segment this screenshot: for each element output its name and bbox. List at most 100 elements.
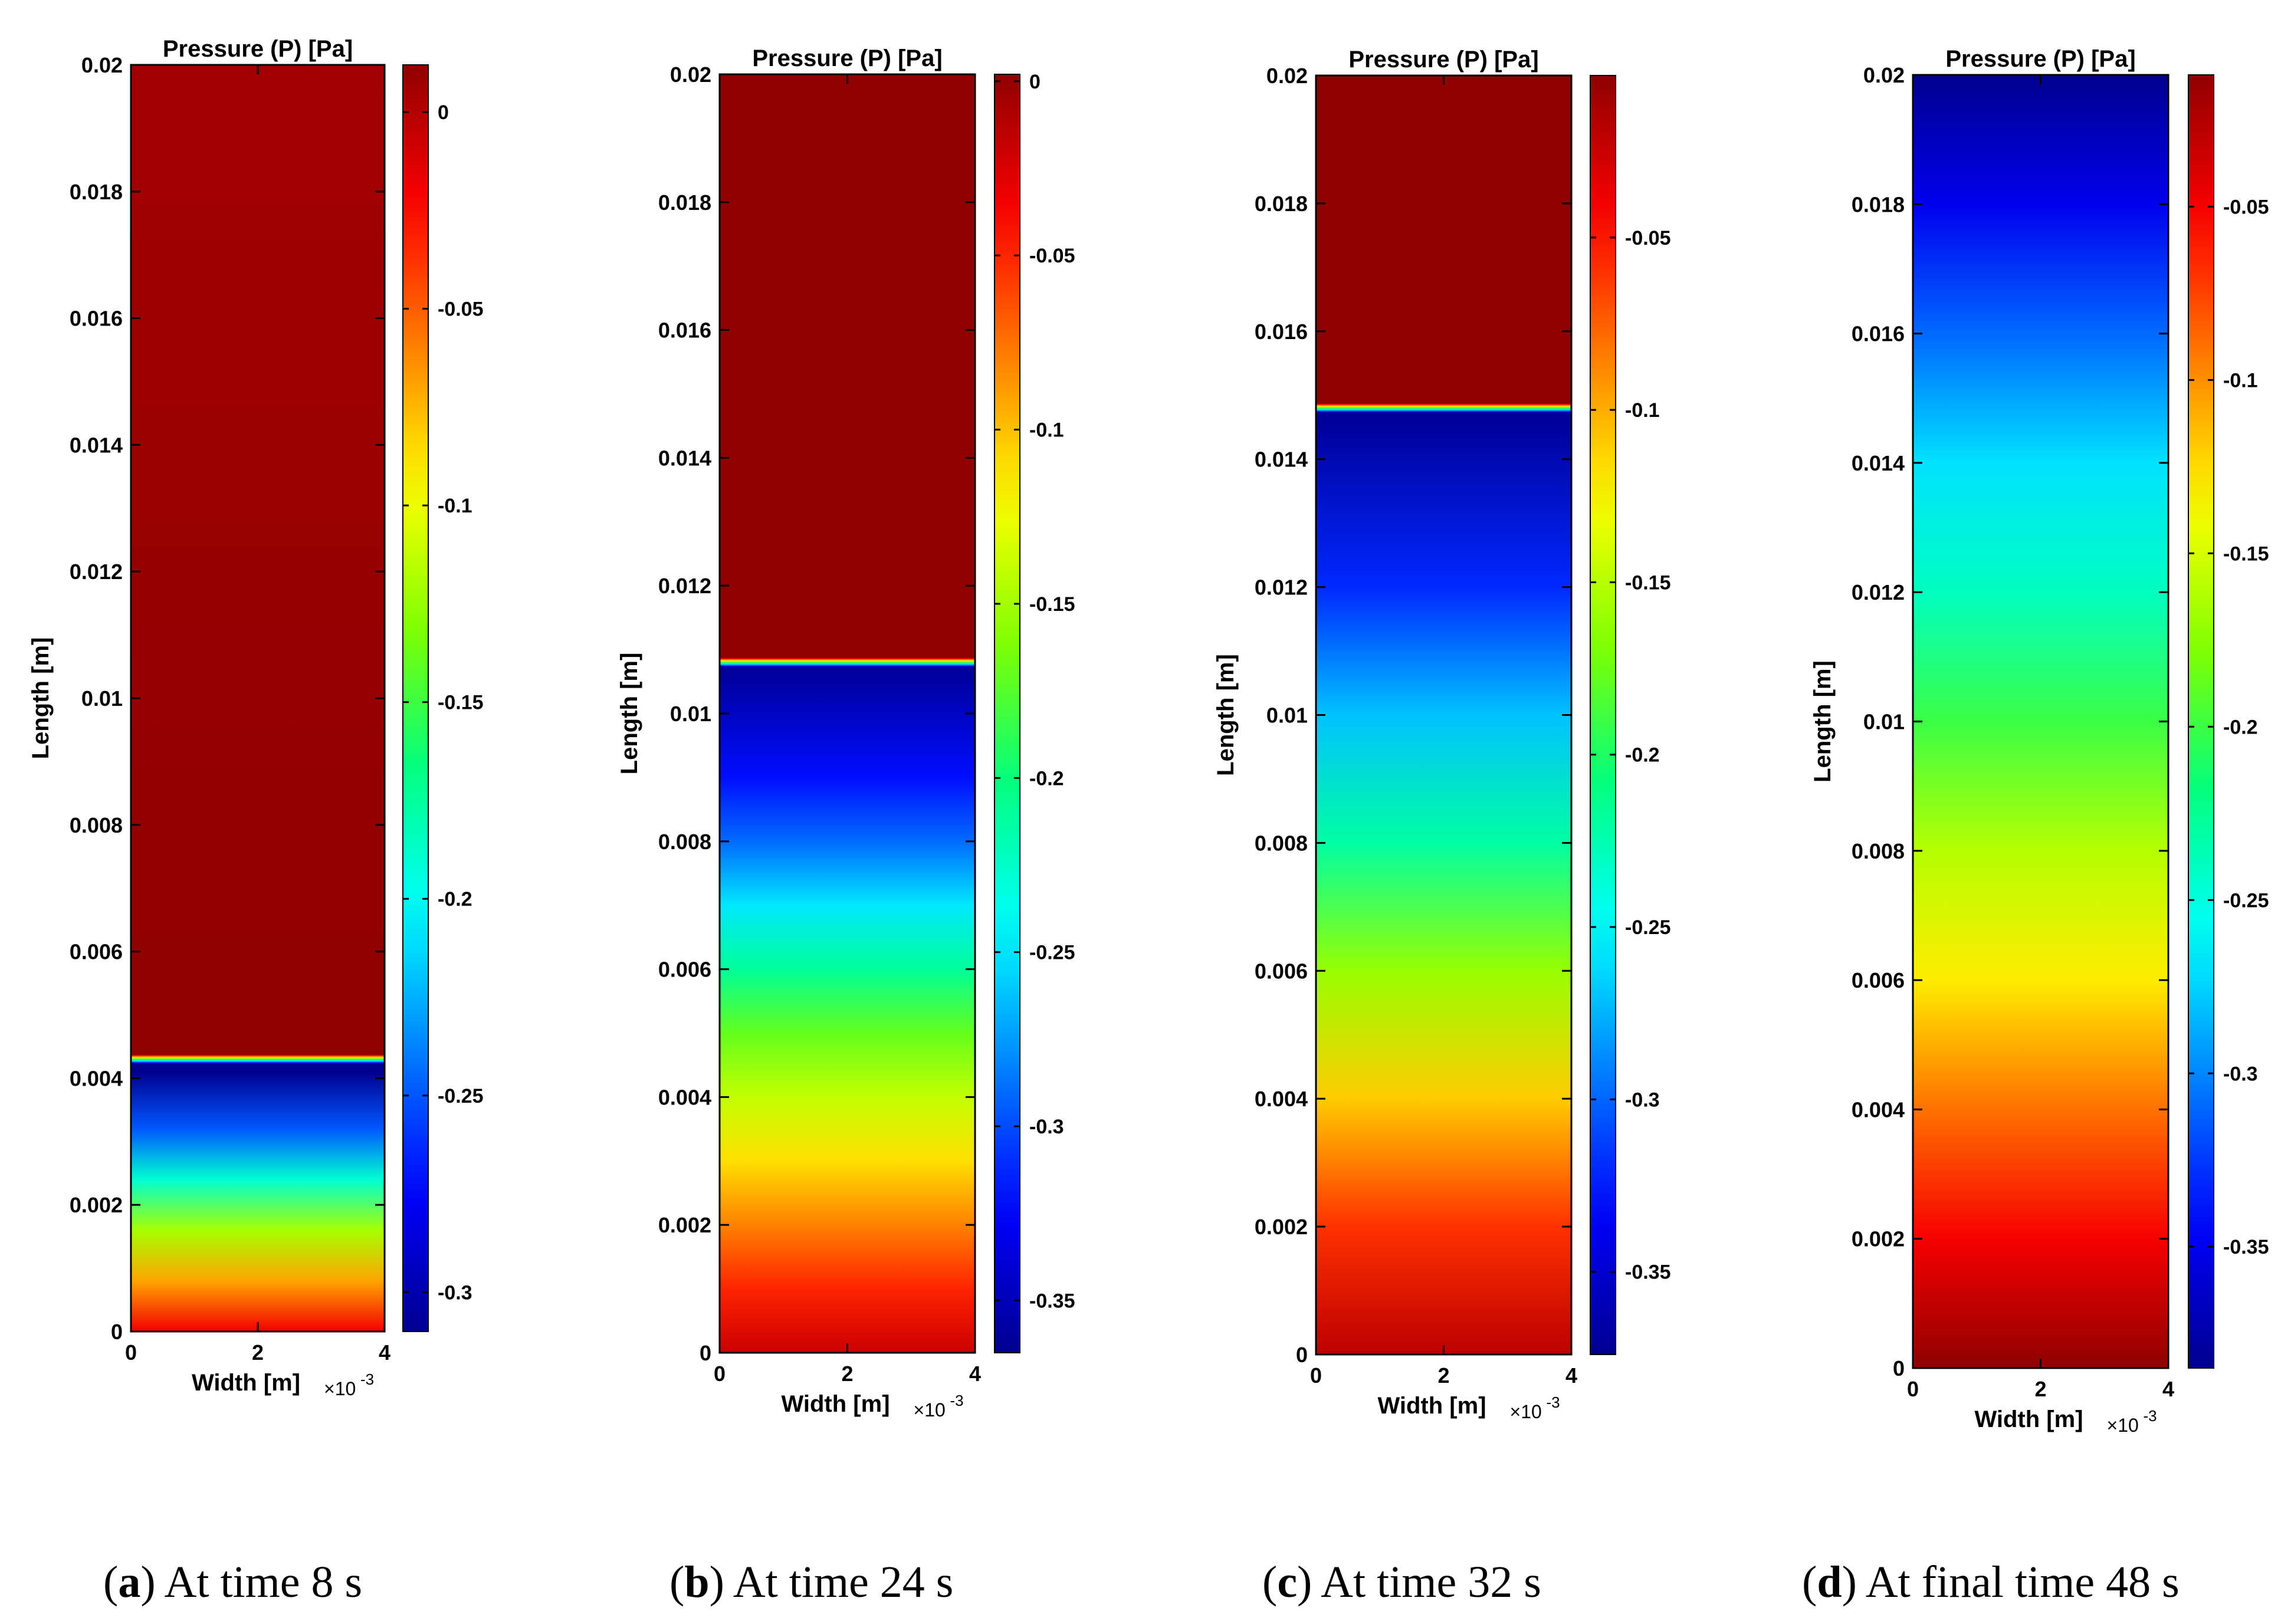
panel-b-xlabel: Width [m] xyxy=(781,1391,890,1417)
panel-b-xtick-label-0: 0 xyxy=(714,1362,726,1386)
panel-a-ytick-label-9: 0.018 xyxy=(70,180,123,204)
panel-b-cbar-label-6: -0.3 xyxy=(1029,1116,1064,1138)
panel-c-front-interface xyxy=(1316,403,1571,413)
panel-d-ytick-label-5: 0.01 xyxy=(1863,710,1905,734)
panel-d-ytick-label-7: 0.014 xyxy=(1852,451,1905,475)
panel-b-cbar-label-1: -0.05 xyxy=(1029,245,1075,267)
panel-b-front-interface xyxy=(720,658,975,668)
panel-d-cbar-label-3: -0.2 xyxy=(2223,716,2258,738)
panel-d: 0 0.002 0.004 0.006 0.008 0.01 0.012 0.014 0.016… xyxy=(1810,46,2269,1436)
panel-c-colorbar xyxy=(1590,75,1616,1355)
panel-d-ytick-label-0: 0 xyxy=(1893,1356,1905,1380)
panel-c-cbar-label-5: -0.3 xyxy=(1625,1089,1660,1111)
panel-b-colorbar xyxy=(994,74,1020,1353)
panel-a-cbar-label-1: -0.05 xyxy=(438,298,484,321)
panel-c-ytick-label-0: 0 xyxy=(1296,1343,1308,1367)
panel-b-ytick-label-10: 0.02 xyxy=(670,63,711,87)
panel-a-cbar-label-3: -0.15 xyxy=(438,692,484,714)
panel-a-ytick-label-0: 0 xyxy=(111,1320,123,1344)
panel-d-ytick-label-10: 0.02 xyxy=(1863,63,1905,87)
panel-c-ylabel: Length [m] xyxy=(1213,654,1239,776)
panel-b-cbar-label-0: 0 xyxy=(1029,71,1041,93)
panel-b-ytick-label-0: 0 xyxy=(700,1341,711,1365)
panel-c-xtick-label-0: 0 xyxy=(1310,1363,1322,1388)
panel-a: 0 0.002 0.004 0.006 0.008 0.01 0.012 0.014 0.016… xyxy=(28,36,484,1399)
panel-b-ytick-label-7: 0.014 xyxy=(658,446,711,470)
panel-c-x-exponent-power: -3 xyxy=(1547,1393,1560,1411)
panel-d-xtick-label-1: 2 xyxy=(2034,1377,2046,1401)
panel-c-ytick-label-6: 0.012 xyxy=(1255,576,1308,600)
panel-d-ytick-label-1: 0.002 xyxy=(1852,1227,1905,1251)
panel-d-ytick-label-9: 0.018 xyxy=(1852,192,1905,216)
panel-a-x-exponent-power: -3 xyxy=(360,1370,374,1388)
panel-b-cbar-label-3: -0.15 xyxy=(1029,593,1075,616)
panel-c-title: Pressure (P) [Pa] xyxy=(1348,47,1538,73)
panel-c-x-exponent: ×10 xyxy=(1510,1401,1542,1422)
panel-a-ytick-label-4: 0.008 xyxy=(70,813,123,837)
panel-a-front-interface xyxy=(131,1054,385,1064)
panel-d-cbar-label-4: -0.25 xyxy=(2223,889,2269,912)
panel-c-xtick-label-1: 2 xyxy=(1437,1363,1449,1388)
panel-b-pressure-field xyxy=(720,74,975,1353)
panel-c-cbar-label-0: -0.05 xyxy=(1625,227,1671,249)
panel-c-xlabel: Width [m] xyxy=(1377,1393,1486,1419)
panel-b-title: Pressure (P) [Pa] xyxy=(752,45,942,71)
panel-b-ytick-label-9: 0.018 xyxy=(658,190,711,215)
panel-b-xtick-label-1: 2 xyxy=(841,1362,853,1386)
panel-d-ytick-label-8: 0.016 xyxy=(1852,322,1905,346)
panel-b-ytick-label-1: 0.002 xyxy=(658,1213,711,1237)
panel-a-colorbar-frame xyxy=(402,64,429,1332)
panel-a-cbar-label-6: -0.3 xyxy=(438,1281,472,1304)
caption-c-letter: c xyxy=(1277,1557,1298,1607)
panel-d-cbar-label-6: -0.35 xyxy=(2223,1236,2269,1258)
panel-c-cbar-label-1: -0.1 xyxy=(1625,399,1660,422)
panel-a-xtick-label-1: 2 xyxy=(252,1340,264,1365)
panel-b-cbar-label-7: -0.35 xyxy=(1029,1290,1075,1312)
panel-a-ylabel: Length [m] xyxy=(28,637,54,760)
panel-b-x-exponent-power: -3 xyxy=(950,1392,964,1409)
panel-d-cbar-label-5: -0.3 xyxy=(2223,1063,2258,1085)
panel-b-ytick-label-5: 0.01 xyxy=(670,702,711,726)
panel-b-ytick-label-4: 0.008 xyxy=(658,830,711,854)
panel-c: 0 0.002 0.004 0.006 0.008 0.01 0.012 0.014 0.016… xyxy=(1213,47,1671,1422)
panel-b-cbar-label-2: -0.1 xyxy=(1029,419,1064,442)
panel-d-x-exponent-power: -3 xyxy=(2144,1407,2157,1425)
caption-c-text: At time 32 s xyxy=(1321,1557,1541,1607)
panel-d-pressure-field xyxy=(1913,75,2168,1368)
panel-a-xtick-label-2: 4 xyxy=(379,1340,390,1365)
panel-d-ytick-label-3: 0.006 xyxy=(1852,968,1905,992)
panel-a-pressure-field xyxy=(131,65,385,1332)
panel-b-ytick-label-3: 0.006 xyxy=(658,958,711,982)
caption-b-letter: b xyxy=(684,1557,710,1607)
panel-a-x-exponent: ×10 xyxy=(324,1378,356,1399)
panel-c-colorbar-frame xyxy=(1590,75,1616,1355)
panel-b-ytick-label-6: 0.012 xyxy=(658,574,711,598)
panel-d-title: Pressure (P) [Pa] xyxy=(1945,46,2135,72)
caption-a: (a) At time 8 s xyxy=(103,1557,363,1607)
panel-b-xtick-label-2: 4 xyxy=(969,1362,981,1386)
panel-d-ylabel: Length [m] xyxy=(1810,660,1836,783)
panel-c-ytick-label-5: 0.01 xyxy=(1266,703,1308,728)
panel-b: 0 0.002 0.004 0.006 0.008 0.01 0.012 0.014 0.016… xyxy=(616,45,1075,1421)
panel-a-cbar-label-2: -0.1 xyxy=(438,495,472,517)
panel-c-cbar-label-2: -0.15 xyxy=(1625,571,1671,594)
panel-b-cbar-label-4: -0.2 xyxy=(1029,767,1064,790)
panel-a-ytick-label-1: 0.002 xyxy=(70,1193,123,1217)
panel-b-ytick-label-2: 0.004 xyxy=(658,1085,711,1109)
panel-d-colorbar-frame xyxy=(2188,74,2214,1369)
panel-d-ytick-label-2: 0.004 xyxy=(1852,1097,1905,1122)
panel-a-ytick-label-7: 0.014 xyxy=(70,433,123,457)
panel-c-ytick-label-4: 0.008 xyxy=(1255,831,1308,855)
panel-c-cbar-label-3: -0.2 xyxy=(1625,744,1660,767)
caption-a-letter: a xyxy=(118,1557,141,1607)
panel-c-cbar-label-6: -0.35 xyxy=(1625,1261,1671,1284)
panel-b-cbar-label-5: -0.25 xyxy=(1029,942,1075,964)
panel-d-xtick-label-2: 4 xyxy=(2162,1377,2174,1401)
panel-a-cbar-label-4: -0.2 xyxy=(438,888,472,910)
panel-c-cbar-label-4: -0.25 xyxy=(1625,916,1671,939)
panel-a-ytick-label-6: 0.012 xyxy=(70,560,123,584)
caption-d: (d) At final time 48 s xyxy=(1802,1557,2180,1607)
panel-a-colorbar xyxy=(403,65,428,1332)
panel-c-ytick-label-10: 0.02 xyxy=(1266,64,1308,88)
panel-c-ytick-label-8: 0.016 xyxy=(1255,320,1308,344)
